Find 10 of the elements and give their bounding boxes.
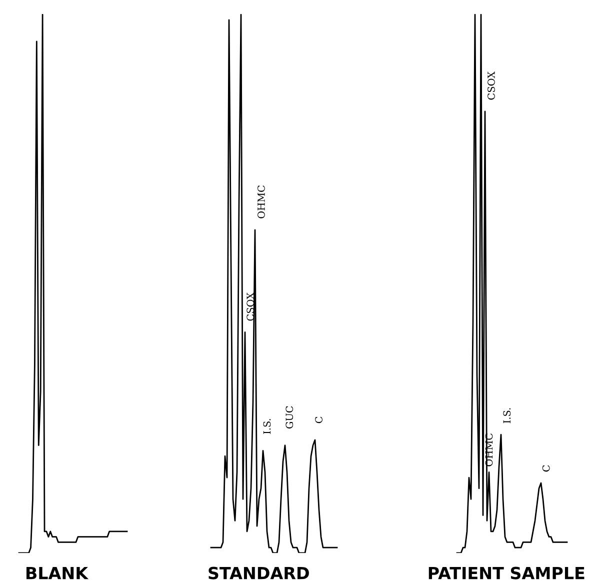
x-axis-title: STANDARD xyxy=(208,566,309,580)
annotation: CSOX xyxy=(488,71,495,100)
x-axis-title: BLANK xyxy=(26,566,89,580)
annotation: OHMC xyxy=(258,186,265,218)
annotation: C xyxy=(315,416,322,424)
annotation: GUC xyxy=(286,406,294,428)
annotation: C xyxy=(542,465,550,472)
annotation: I.S. xyxy=(503,408,511,424)
x-axis-title: PATIENT SAMPLE xyxy=(428,566,584,580)
annotation: I.S. xyxy=(263,419,271,434)
